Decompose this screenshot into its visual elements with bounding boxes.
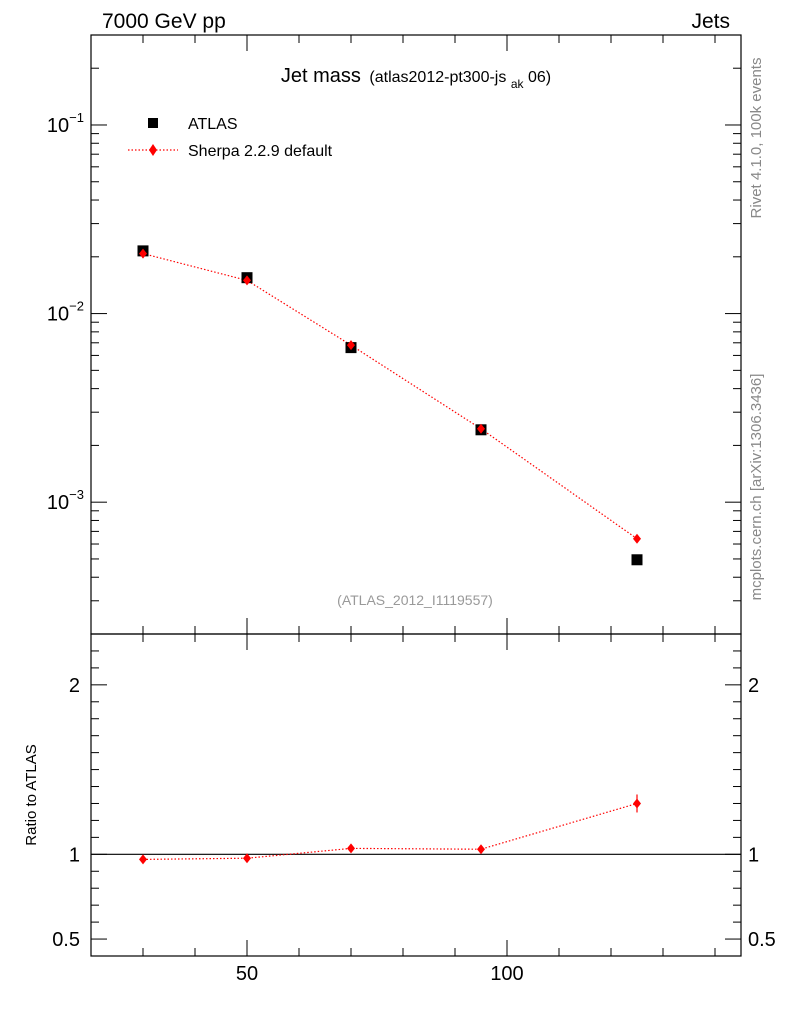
plot-title: Jet mass (atlas2012-pt300-js ak 06) <box>281 65 551 92</box>
ratio-y-tick-label-left: 0.5 <box>52 929 80 951</box>
sherpa-data-point <box>347 340 355 351</box>
ratio-y-tick-label-left: 1 <box>69 844 80 866</box>
sherpa-series-line <box>142 253 638 540</box>
sherpa-data-point <box>477 423 485 434</box>
y-tick-base: 10 <box>47 492 69 514</box>
ratio-x-tick-labels: 50 100 <box>236 963 524 985</box>
atlas-data-point <box>631 554 643 566</box>
main-axis-ticks <box>90 35 741 635</box>
legend-sherpa-label: Sherpa 2.2.9 default <box>188 143 333 160</box>
main-panel: 10−110−210−3 Jet mass (atlas2012-pt300-j… <box>47 34 742 635</box>
ratio-panel-frame <box>90 633 742 957</box>
title-paren-open: (atlas2012-pt300-js <box>369 69 506 86</box>
ratio-data-point <box>477 844 485 855</box>
legend-sherpa-marker <box>149 144 157 156</box>
ratio-series-line <box>142 802 638 860</box>
x-tick-label: 100 <box>490 963 523 985</box>
y-tick-exponent: −3 <box>69 487 84 502</box>
legend: ATLAS Sherpa 2.2.9 default <box>128 116 333 160</box>
sherpa-data-point <box>243 275 251 286</box>
mcplots-citation-label: mcplots.cern.ch [arXiv:1306.3436] <box>748 374 765 601</box>
analysis-id-label: (ATLAS_2012_I1119557) <box>337 592 493 608</box>
sherpa-data-point <box>139 248 147 259</box>
ratio-data-point <box>243 853 251 864</box>
ratio-y-tick-label-left: 2 <box>69 675 80 697</box>
header-energy-label: 7000 GeV pp <box>102 10 226 33</box>
ratio-data-point <box>139 854 147 865</box>
header-process-label: Jets <box>691 10 730 33</box>
y-tick-base: 10 <box>47 115 69 137</box>
legend-atlas-marker <box>148 118 158 128</box>
y-tick-exponent: −1 <box>69 110 84 125</box>
ratio-y-tick-labels: 2 2 1 1 0.5 0.5 <box>52 675 776 951</box>
y-tick-label: 10−1 <box>47 110 84 137</box>
ratio-data-point <box>633 798 641 809</box>
main-series <box>137 245 643 566</box>
ratio-y-tick-label-right: 1 <box>748 844 759 866</box>
title-main: Jet mass <box>281 65 361 87</box>
y-tick-label: 10−2 <box>47 299 84 326</box>
legend-atlas-label: ATLAS <box>188 116 238 133</box>
y-tick-label: 10−3 <box>47 487 84 514</box>
ratio-y-axis-label: Ratio to ATLAS <box>23 744 40 845</box>
y-tick-exponent: −2 <box>69 299 84 314</box>
main-y-tick-labels: 10−110−210−3 <box>47 110 84 514</box>
x-tick-label: 50 <box>236 963 258 985</box>
ratio-y-tick-label-right: 0.5 <box>748 929 776 951</box>
rivet-version-label: Rivet 4.1.0, 100k events <box>748 58 765 219</box>
title-subscript: ak <box>511 77 525 91</box>
sherpa-data-point <box>633 533 641 544</box>
ratio-panel: 2 2 1 1 0.5 0.5 50 100 Ratio to ATLAS <box>23 633 776 985</box>
title-paren-close: 06) <box>528 69 551 86</box>
ratio-series <box>139 794 641 865</box>
ratio-data-point <box>347 843 355 854</box>
ratio-y-tick-label-right: 2 <box>748 675 759 697</box>
y-tick-base: 10 <box>47 304 69 326</box>
ratio-axis-ticks <box>90 633 741 956</box>
